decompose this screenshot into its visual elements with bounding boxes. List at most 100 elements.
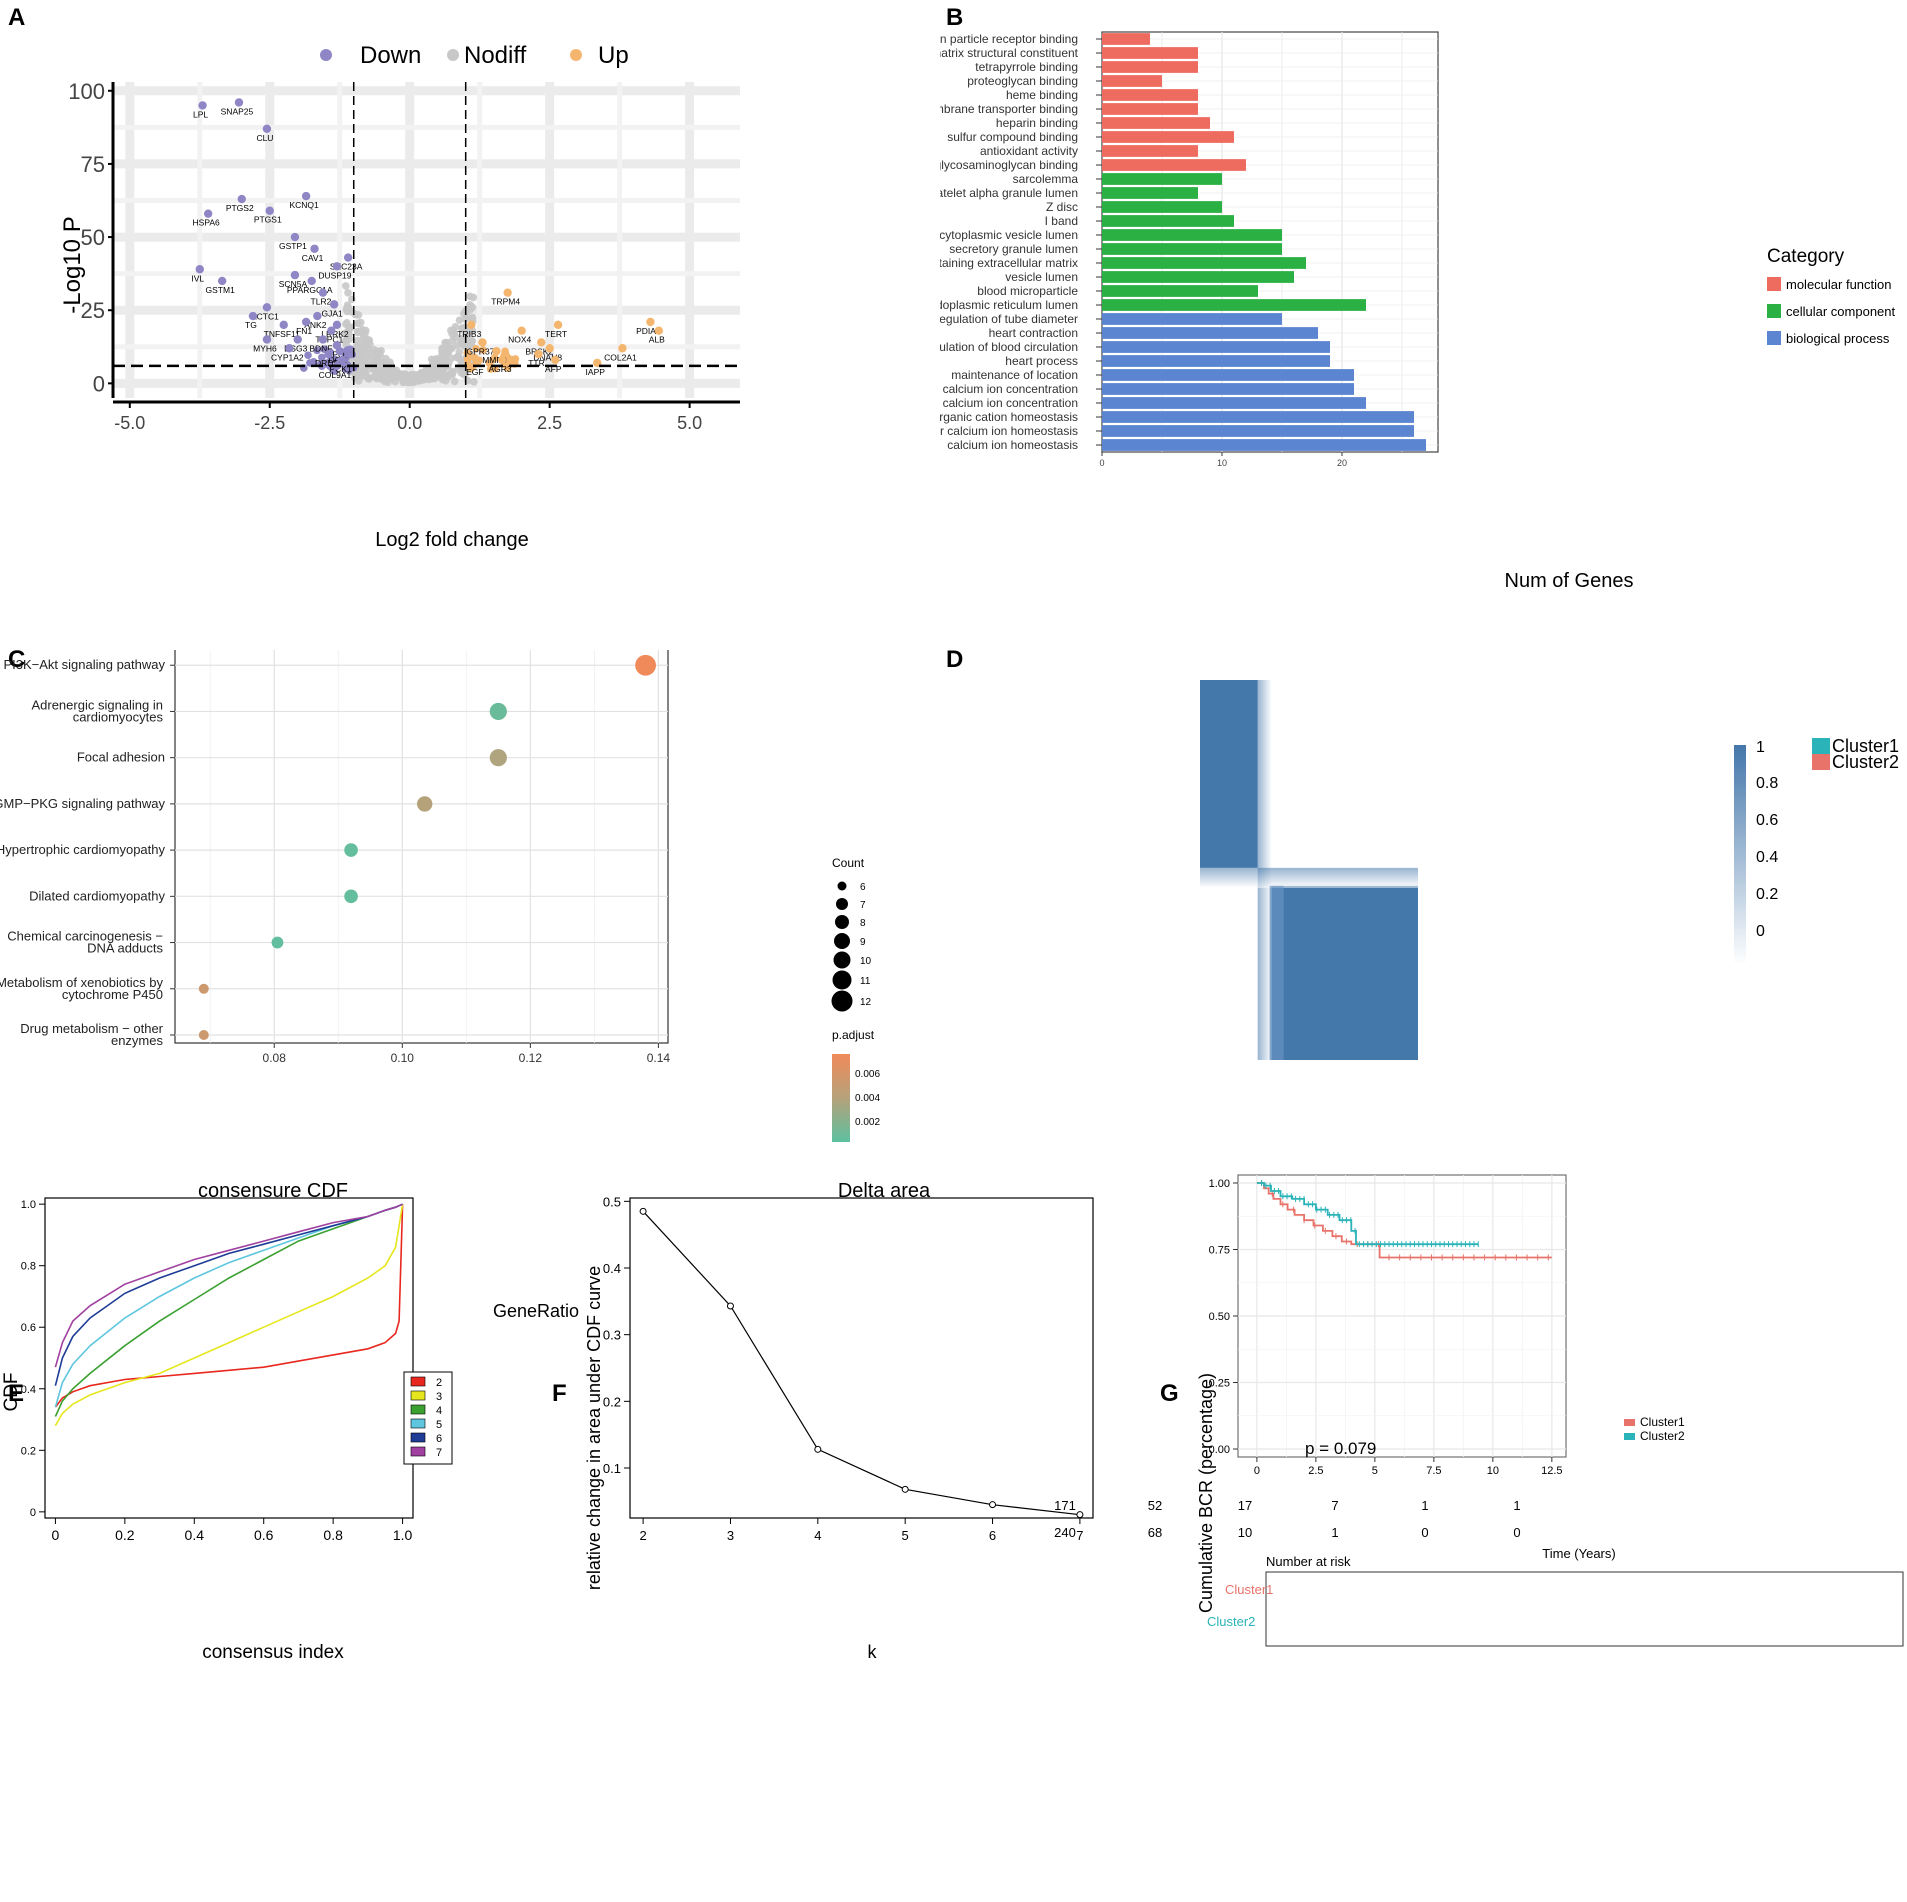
pathway-dot bbox=[489, 702, 507, 721]
nodiff-point bbox=[344, 303, 353, 312]
y-tick-label: 0.8 bbox=[21, 1261, 36, 1273]
category-label: heart process bbox=[1005, 354, 1078, 368]
km-curve-cluster2 bbox=[1256, 1182, 1479, 1246]
bar bbox=[1102, 327, 1318, 339]
delta-point bbox=[989, 1501, 997, 1509]
bar bbox=[1102, 313, 1282, 325]
category-label: sarcolemma bbox=[1013, 172, 1079, 186]
heatmap-scale-label: 0.2 bbox=[1756, 886, 1778, 903]
gene-point bbox=[492, 346, 501, 356]
nodiff-point bbox=[377, 346, 385, 355]
nodiff-point bbox=[397, 374, 406, 383]
delta-point bbox=[901, 1485, 909, 1493]
y-tick-label: 0.3 bbox=[603, 1328, 621, 1343]
pathway-label: cardiomyocytes bbox=[73, 709, 164, 724]
category-label: cellular calcium ion homeostasis bbox=[940, 424, 1078, 438]
x-tick-label: 10 bbox=[1217, 458, 1227, 468]
nodiff-point bbox=[450, 377, 459, 386]
go-legend: Category molecular function cellular com… bbox=[1767, 246, 1896, 346]
category-label: regulation of cytosolic calcium ion conc… bbox=[940, 396, 1078, 410]
km-legend-cluster2-swatch bbox=[1624, 1433, 1635, 1440]
heatmap-transition bbox=[1200, 867, 1418, 888]
go-bar-chart: low−density lipoprotein particle recepto… bbox=[940, 31, 1896, 592]
nodiff-point bbox=[361, 340, 369, 349]
gene-label: ALB bbox=[649, 335, 665, 345]
nodiff-point bbox=[437, 368, 445, 376]
heatmap-colorbar bbox=[1734, 745, 1746, 965]
category-label: proteoglycan binding bbox=[967, 74, 1078, 88]
gene-point bbox=[262, 124, 272, 134]
nodiff-point bbox=[376, 364, 385, 373]
gene-point bbox=[265, 206, 274, 215]
bar bbox=[1102, 159, 1246, 171]
nodiff-point bbox=[344, 289, 352, 297]
gene-point bbox=[346, 345, 355, 354]
cdf-legend-label: 6 bbox=[436, 1433, 442, 1445]
gene-point bbox=[203, 209, 213, 218]
cdf-legend-swatch bbox=[410, 1404, 426, 1415]
x-tick-label: 2.5 bbox=[1308, 1465, 1323, 1477]
gene-point bbox=[293, 335, 302, 344]
pathway-label: Hypertrophic cardiomyopathy bbox=[0, 842, 165, 857]
category-label: regulation of blood circulation bbox=[940, 340, 1078, 354]
risk-count: 68 bbox=[1148, 1525, 1162, 1540]
nodiff-point bbox=[469, 293, 478, 302]
nodiff-point bbox=[466, 306, 474, 314]
nodiff-point bbox=[388, 369, 397, 377]
gene-label: SNAP25 bbox=[221, 106, 254, 116]
bar bbox=[1102, 89, 1198, 101]
km-legend: Cluster1 Cluster2 bbox=[1624, 1415, 1685, 1443]
panel-label-c: C bbox=[8, 646, 26, 673]
gene-point bbox=[497, 355, 507, 365]
nodiff-point bbox=[354, 319, 363, 328]
y-tick-label: 0.6 bbox=[21, 1322, 36, 1334]
legend-nodiff-dot bbox=[447, 49, 459, 61]
nodiff-point bbox=[447, 326, 455, 335]
pathway-label: cGMP−PKG signaling pathway bbox=[0, 796, 165, 811]
cdf-y-label: CDF bbox=[1, 1372, 22, 1411]
gene-point bbox=[646, 317, 655, 327]
gene-label: TRPM4 bbox=[491, 297, 520, 307]
y-tick-label: 0.2 bbox=[21, 1445, 36, 1457]
y-tick-label: 1.0 bbox=[21, 1199, 36, 1211]
x-tick-label: 0 bbox=[52, 1527, 60, 1543]
pathway-dot bbox=[344, 889, 358, 904]
category-label: heparin binding bbox=[996, 116, 1078, 130]
x-tick-label: 0.4 bbox=[185, 1527, 205, 1543]
delta-area-chart: 0.1 0.2 0.3 0.4 0.5 2 3 4 5 6 7 Delta area k relat… bbox=[584, 1180, 1094, 1662]
gene-point bbox=[343, 253, 353, 262]
category-label: endoplasmic reticulum lumen bbox=[940, 298, 1078, 312]
y-tick-label: 0.4 bbox=[603, 1261, 621, 1276]
pathway-dot bbox=[198, 1030, 209, 1040]
km-y-label: Cumulative BCR (percentage) bbox=[1196, 1373, 1216, 1613]
bar bbox=[1102, 145, 1198, 157]
nodiff-point bbox=[354, 311, 363, 319]
category-label: heart contraction bbox=[989, 326, 1078, 340]
bar bbox=[1102, 341, 1330, 353]
gene-point bbox=[489, 355, 498, 364]
bar bbox=[1102, 215, 1234, 227]
risk-row-label-cluster1: Cluster1 bbox=[1225, 1582, 1273, 1597]
delta-point bbox=[726, 1302, 734, 1310]
gene-point bbox=[338, 355, 347, 365]
pathway-dot bbox=[635, 654, 656, 676]
x-tick-label: 0.08 bbox=[263, 1051, 287, 1065]
cdf-x-label: consensus index bbox=[202, 1642, 344, 1662]
x-tick-label: 0.2 bbox=[115, 1527, 135, 1543]
category-label: collagen−containing extracellular matrix bbox=[940, 256, 1078, 270]
heatmap-cluster-legend: Cluster1 Cluster2 bbox=[1812, 736, 1899, 772]
category-label: platelet alpha granule lumen bbox=[940, 186, 1078, 200]
count-legend-label: 10 bbox=[860, 956, 872, 967]
gene-label: ACTC1 bbox=[251, 311, 279, 321]
nodiff-point bbox=[470, 378, 478, 386]
category-label: sulfur compound binding bbox=[947, 130, 1078, 144]
bar bbox=[1102, 383, 1354, 395]
gene-point bbox=[217, 276, 227, 286]
pathway-label: cytochrome P450 bbox=[62, 987, 163, 1002]
risk-count: 0 bbox=[1421, 1525, 1428, 1540]
gene-label: BDNF bbox=[309, 343, 332, 353]
gene-label: AGR3 bbox=[488, 364, 511, 374]
count-legend: Count 6 7 8 9 10 11 12 bbox=[831, 856, 872, 1012]
cdf-line-3 bbox=[54, 1204, 404, 1427]
y-tick-label: 75 bbox=[81, 152, 105, 177]
